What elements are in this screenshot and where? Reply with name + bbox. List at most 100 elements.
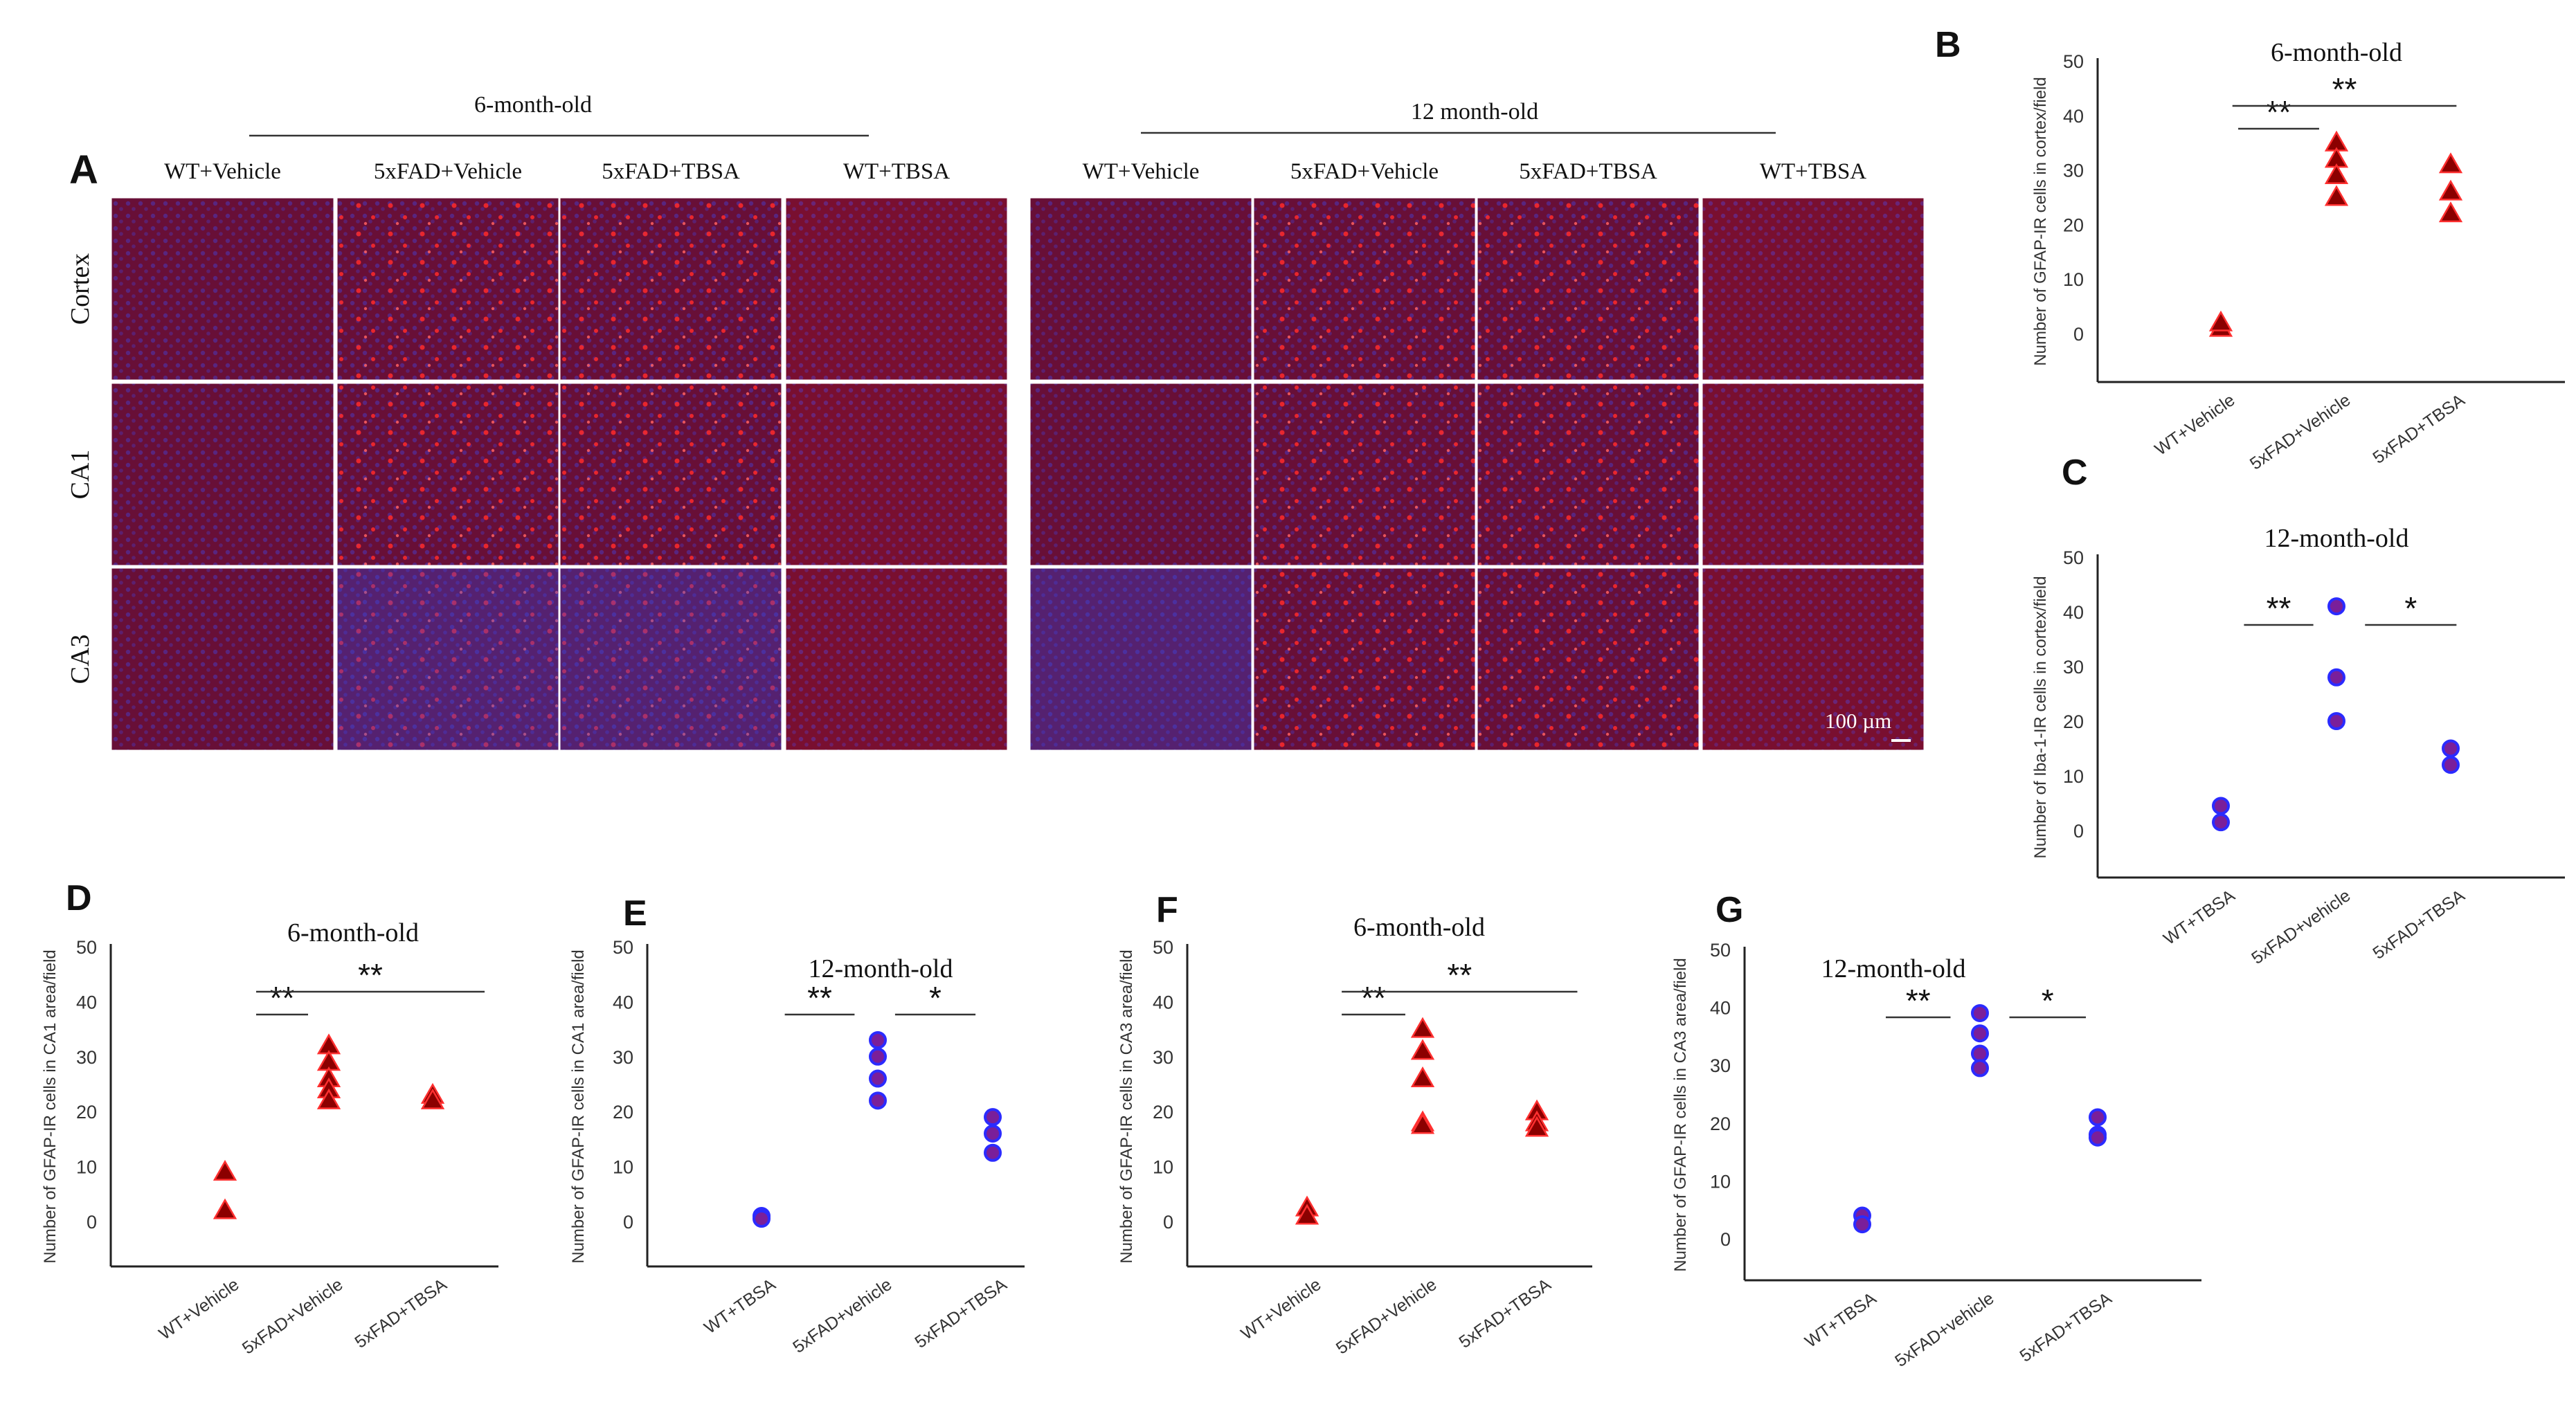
panel-letter: C [2062, 453, 2088, 493]
micrograph-tile [784, 196, 1009, 382]
data-point-circle [1971, 1003, 1989, 1022]
data-point-triangle [2324, 163, 2349, 184]
age-group-label-12-month: 12 month-old [1411, 99, 1538, 125]
column-label: 5xFAD+TBSA [1519, 159, 1657, 184]
micrograph-tile [784, 566, 1009, 752]
x-tick-label: WT+TBSA [1801, 1289, 1880, 1352]
y-tick-label: 0 [2073, 821, 2084, 842]
data-point-circle [869, 1069, 887, 1088]
data-point-triangle [1410, 1039, 1435, 1060]
micrograph-tile [1028, 196, 1254, 382]
significance-label: ** [358, 957, 383, 993]
row-label: CA1 [66, 450, 95, 500]
y-tick-label: 10 [1153, 1157, 1173, 1178]
data-point-circle [2212, 813, 2230, 832]
data-point-circle [1971, 1024, 1989, 1043]
micrograph-tile [335, 196, 561, 382]
y-tick-label: 50 [1710, 940, 1731, 961]
y-axis-label: Number of GFAP-IR cells in CA3 area/fiel… [1671, 958, 1690, 1272]
y-tick-label: 0 [87, 1212, 97, 1233]
chart-panel: E 12-month-old 0 10 20 30 40 50 Number of GFAP-I… [569, 893, 1025, 1357]
y-axis-label: Number of Iba-1-IR cells in cortex/field [2031, 576, 2050, 858]
data-point-triangle [2438, 201, 2463, 223]
chart-title: 6-month-old [2271, 38, 2402, 67]
x-tick-label: 5xFAD+Vehicle [239, 1275, 347, 1358]
micrograph-tile [1252, 566, 1477, 752]
data-point-triangle [2438, 179, 2463, 201]
y-tick-label: 10 [2063, 269, 2084, 290]
panel-letter: F [1156, 890, 1178, 930]
data-point-triangle [1524, 1116, 1549, 1137]
panel-letter: D [66, 878, 92, 918]
chart-panel: F 6-month-old 0 10 20 30 40 50 Number of GFAP-IR… [1117, 890, 1592, 1358]
micrograph-tile [1700, 566, 1926, 752]
significance-label: ** [2267, 94, 2291, 130]
y-tick-label: 30 [613, 1047, 633, 1068]
data-point-triangle [1410, 1066, 1435, 1088]
micrograph-column-labels: WT+Vehicle 5xFAD+Vehicle 5xFAD+TBSA WT+TBSA… [164, 159, 1866, 184]
micrograph-tile [109, 381, 336, 567]
micrograph-tile [1475, 381, 1701, 567]
panel-letter: G [1715, 890, 1743, 930]
y-tick-label: 40 [76, 992, 97, 1012]
micrograph-tile [1700, 381, 1926, 567]
y-tick-label: 20 [1710, 1114, 1731, 1134]
micrograph-tile [1252, 196, 1477, 382]
y-axis-label: Number of GFAP-IR cells in CA3 area/fiel… [1117, 949, 1136, 1264]
data-point-circle [1853, 1215, 1871, 1234]
chart-title: 6-month-old [1353, 913, 1485, 942]
data-point-circle [1971, 1044, 1989, 1063]
x-tick-label: WT+TBSA [701, 1275, 780, 1338]
column-label: 5xFAD+Vehicle [1290, 159, 1439, 184]
x-tick-label: 5xFAD+TBSA [2369, 390, 2468, 468]
data-point-triangle [2438, 152, 2463, 174]
panel-letter: B [1935, 25, 1961, 65]
data-point-circle [753, 1210, 771, 1228]
data-point-triangle [1295, 1203, 1319, 1225]
data-point-circle [2089, 1108, 2107, 1127]
y-tick-label: 30 [1153, 1047, 1173, 1068]
data-point-circle [984, 1124, 1002, 1143]
chart-title: 12-month-old [1821, 954, 1966, 983]
micrograph-tile [558, 381, 784, 567]
chart-title: 6-month-old [287, 918, 419, 947]
micrograph-tile [558, 196, 784, 382]
scale-bar-label: 100 µm [1825, 709, 1891, 733]
micrograph-panel: A 6-month-old 12 month-old WT+Vehicle 5xF… [66, 92, 1926, 752]
significance-label: ** [807, 980, 832, 1016]
y-tick-label: 40 [613, 992, 633, 1012]
panel-letter: E [623, 893, 647, 934]
micrograph-tile [109, 566, 336, 752]
data-point-triangle [2208, 310, 2233, 331]
x-tick-label: 5xFAD+Vehicle [2246, 390, 2354, 474]
column-label: WT+Vehicle [1083, 159, 1200, 184]
micrograph-tile [558, 566, 784, 752]
data-point-triangle [1410, 1017, 1435, 1038]
micrograph-row-labels: Cortex CA1 CA3 [66, 253, 95, 684]
y-tick-label: 40 [2063, 106, 2084, 127]
column-label: 5xFAD+Vehicle [374, 159, 522, 184]
micrograph-tile [1475, 196, 1701, 382]
y-tick-label: 0 [2073, 324, 2084, 345]
micrograph-tile [335, 381, 561, 567]
y-tick-label: 50 [76, 937, 97, 958]
micrograph-tile [1700, 196, 1926, 382]
data-point-circle [2327, 597, 2345, 616]
significance-label: ** [2267, 590, 2291, 626]
data-point-triangle [2324, 185, 2349, 206]
age-group-label-6-month: 6-month-old [474, 92, 592, 118]
x-tick-label: WT+Vehicle [156, 1275, 243, 1344]
y-tick-label: 10 [613, 1157, 633, 1178]
column-label: WT+Vehicle [164, 159, 281, 184]
data-point-circle [984, 1108, 1002, 1127]
chart-panel: D 6-month-old 0 10 20 30 40 50 Number of GFAP-IR… [41, 878, 498, 1358]
x-tick-label: 5xFAD+vehicle [2248, 886, 2354, 968]
x-tick-label: 5xFAD+TBSA [1455, 1275, 1554, 1352]
data-point-circle [1971, 1059, 1989, 1078]
significance-label: * [2042, 983, 2054, 1019]
y-tick-label: 0 [1163, 1212, 1173, 1233]
data-point-triangle [1410, 1113, 1435, 1134]
data-point-triangle [213, 1198, 237, 1219]
chart-panel: B 6-month-old 0 10 20 30 40 50 Number of GFAP-IR… [1935, 25, 2565, 474]
column-label: 5xFAD+TBSA [602, 159, 740, 184]
